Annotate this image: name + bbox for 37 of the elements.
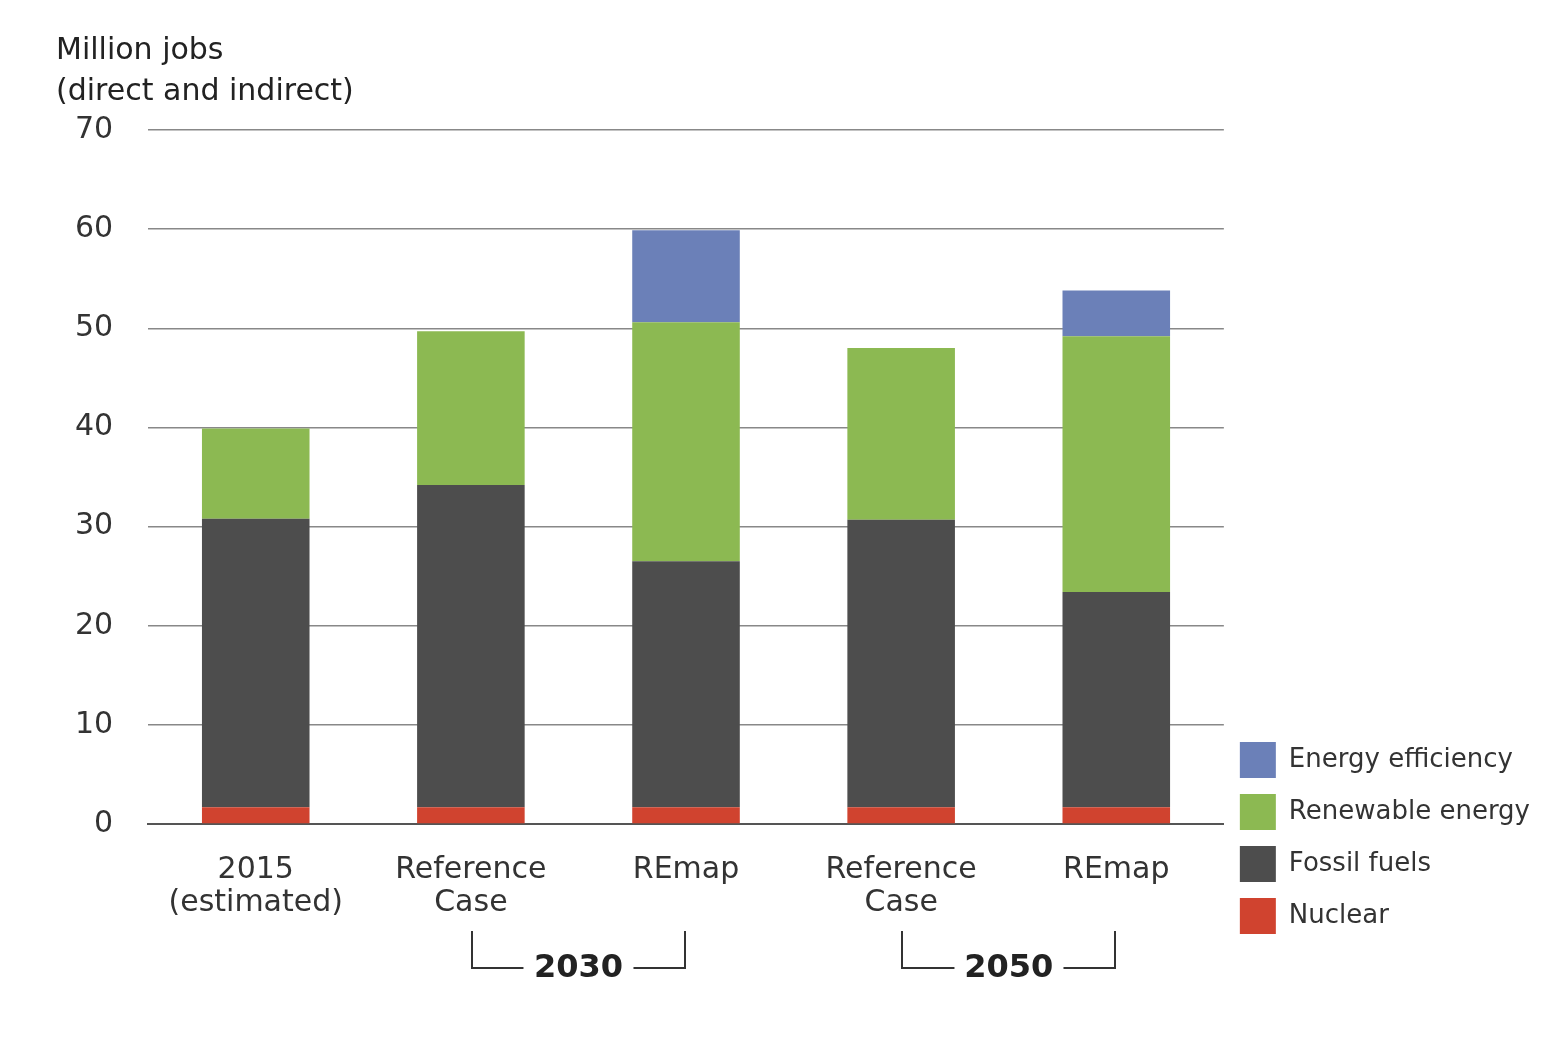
bar	[847, 807, 955, 824]
y-tick-label: 40	[74, 407, 114, 443]
y-tick-label: 0	[94, 803, 114, 839]
bar	[417, 807, 525, 824]
y-tick-label: 50	[74, 308, 114, 344]
bar	[417, 331, 525, 485]
bar	[1062, 592, 1171, 808]
bar	[632, 322, 740, 562]
text: 2030	[523, 947, 633, 985]
x-tick-label: Reference Case	[825, 850, 977, 919]
bar	[201, 428, 310, 519]
bar	[632, 561, 740, 808]
y-tick-label: 60	[74, 208, 114, 244]
bar	[1062, 336, 1171, 593]
bar	[201, 807, 310, 824]
x-tick-label: Reference Case	[395, 850, 547, 919]
legend-label: Nuclear	[1288, 898, 1390, 929]
x-tick-label: 2015 (estimated)	[168, 850, 343, 919]
y-tick-label: 20	[74, 605, 114, 641]
y-tick-label: 30	[74, 506, 114, 542]
bar	[847, 348, 955, 520]
text: 2050	[954, 947, 1064, 985]
bar	[1062, 807, 1171, 824]
bar	[1062, 290, 1171, 337]
x-tick-label: REmap	[1063, 850, 1170, 886]
bar	[847, 519, 955, 808]
bar	[417, 484, 525, 808]
legend-label: Fossil fuels	[1288, 846, 1431, 877]
legend-label: Energy efficiency	[1288, 742, 1513, 773]
bar	[632, 807, 740, 824]
y-axis-title: Million jobs (direct and indirect)	[56, 30, 354, 109]
bar	[201, 518, 310, 808]
x-tick-label: REmap	[632, 850, 740, 886]
y-tick-label: 70	[74, 109, 114, 145]
bar	[632, 230, 740, 323]
legend-label: Renewable energy	[1288, 794, 1531, 825]
y-tick-label: 10	[74, 704, 114, 740]
